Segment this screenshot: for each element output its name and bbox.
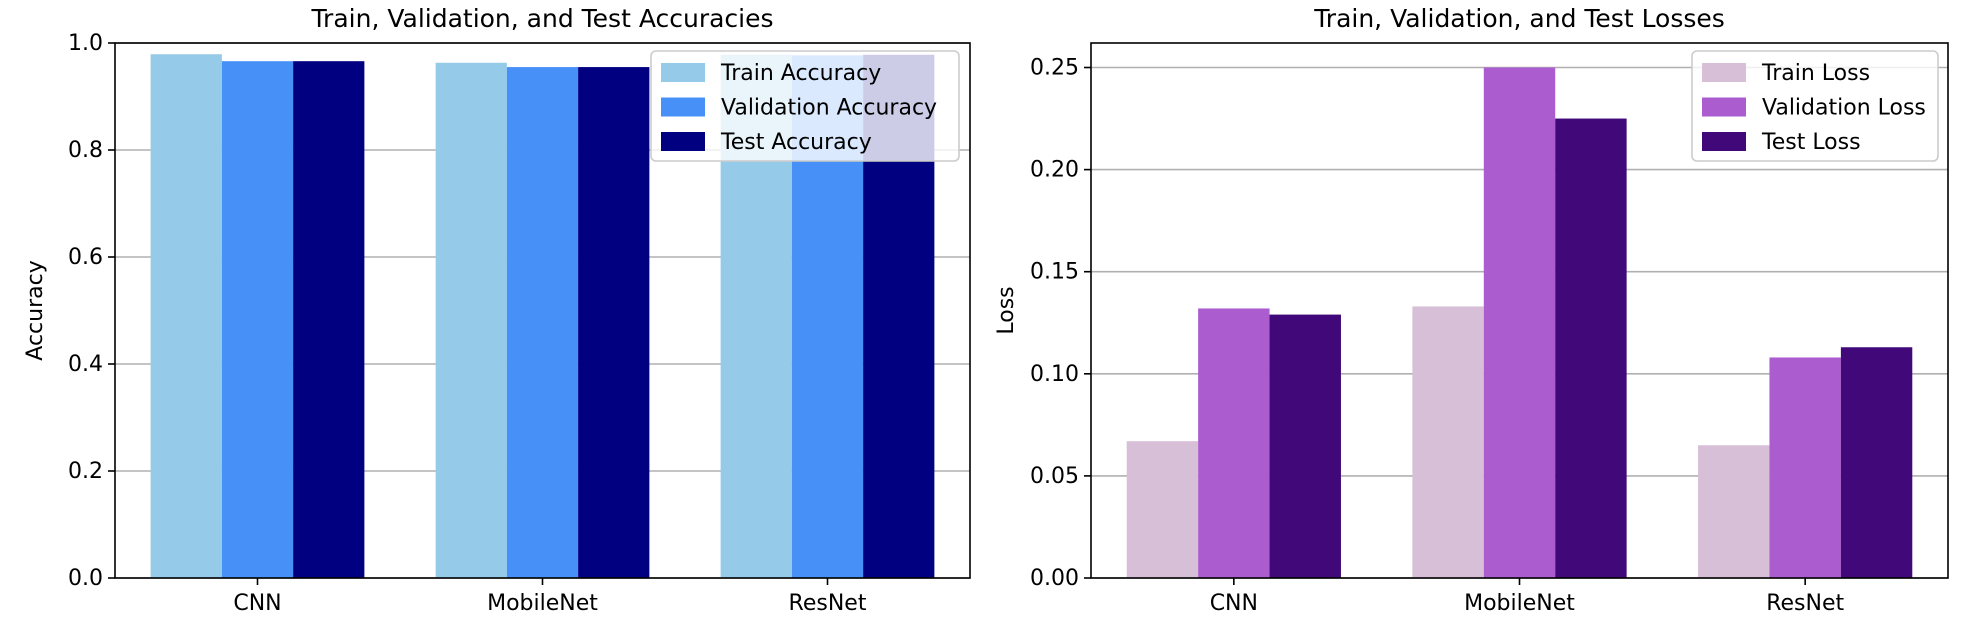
y-tick-label: 1.0 <box>68 31 103 56</box>
y-tick-label: 0.05 <box>1030 464 1079 489</box>
legend: Train Accuracy Validation Accuracy Test Ac… <box>650 50 960 162</box>
bar-validation-loss-mobilenet <box>1483 67 1556 578</box>
legend-swatch <box>1702 97 1746 117</box>
legend-label: Train Accuracy <box>720 61 881 86</box>
x-tick-label: ResNet <box>789 591 867 616</box>
legend-swatch <box>1702 132 1746 151</box>
y-tick-label: 0.00 <box>1030 566 1079 591</box>
legend-label: Train Loss <box>1761 61 1870 86</box>
legend-label: Validation Accuracy <box>721 96 937 121</box>
bar-test-accuracy-cnn <box>293 61 365 578</box>
bar-test-loss-cnn <box>1269 314 1341 578</box>
legend-swatch <box>661 132 705 151</box>
legend-box <box>1691 50 1939 162</box>
loss-chart-panel: 0.00 0.05 0.10 0.15 0.20 0.25 CNN MobileNet ResN… <box>994 4 1949 616</box>
x-tick-label: MobileNet <box>487 591 598 616</box>
bar-validation-loss-resnet <box>1769 357 1841 578</box>
x-tick-label: CNN <box>233 591 281 616</box>
legend-box <box>650 50 960 162</box>
chart-title: Train, Validation, and Test Losses <box>1313 4 1725 33</box>
y-tick-label: 0.4 <box>68 352 103 377</box>
y-tick-label: 0.2 <box>68 459 103 484</box>
y-tick-label: 0.10 <box>1030 362 1079 387</box>
bar-test-loss-resnet <box>1840 347 1913 578</box>
legend-label: Test Loss <box>1761 130 1861 155</box>
bar-train-loss-mobilenet <box>1412 306 1484 578</box>
legend-swatch <box>661 63 705 82</box>
accuracy-chart-panel: 0.0 0.2 0.4 0.6 0.8 1.0 CNN MobileNet ResNet Trai… <box>23 4 971 616</box>
bar-train-accuracy-mobilenet <box>435 62 507 579</box>
bar-train-accuracy-cnn <box>150 54 222 579</box>
y-tick-label: 0.25 <box>1030 56 1079 81</box>
y-tick-label: 0.8 <box>68 138 103 163</box>
chart-title: Train, Validation, and Test Accuracies <box>310 4 773 33</box>
legend-swatch <box>661 97 705 117</box>
y-axis-label: Accuracy <box>23 260 48 360</box>
bar-validation-loss-cnn <box>1198 308 1270 578</box>
legend-label: Test Accuracy <box>720 130 872 155</box>
y-tick-label: 0.15 <box>1030 260 1079 285</box>
bar-train-loss-cnn <box>1126 441 1199 578</box>
bar-validation-accuracy-cnn <box>221 61 294 578</box>
bar-train-loss-resnet <box>1698 445 1770 578</box>
legend-swatch <box>1702 63 1746 82</box>
x-tick-label: MobileNet <box>1464 591 1575 616</box>
y-tick-label: 0.6 <box>68 245 103 270</box>
legend: Train Loss Validation Loss Test Loss <box>1691 50 1939 162</box>
y-tick-label: 0.20 <box>1030 158 1079 183</box>
x-tick-label: ResNet <box>1766 591 1844 616</box>
bar-validation-accuracy-mobilenet <box>506 67 579 578</box>
bar-test-accuracy-mobilenet <box>578 67 650 578</box>
bar-test-loss-mobilenet <box>1555 118 1627 578</box>
y-axis-label: Loss <box>994 286 1019 334</box>
legend-label: Validation Loss <box>1762 96 1926 121</box>
x-tick-label: CNN <box>1210 591 1258 616</box>
y-tick-label: 0.0 <box>68 566 103 591</box>
